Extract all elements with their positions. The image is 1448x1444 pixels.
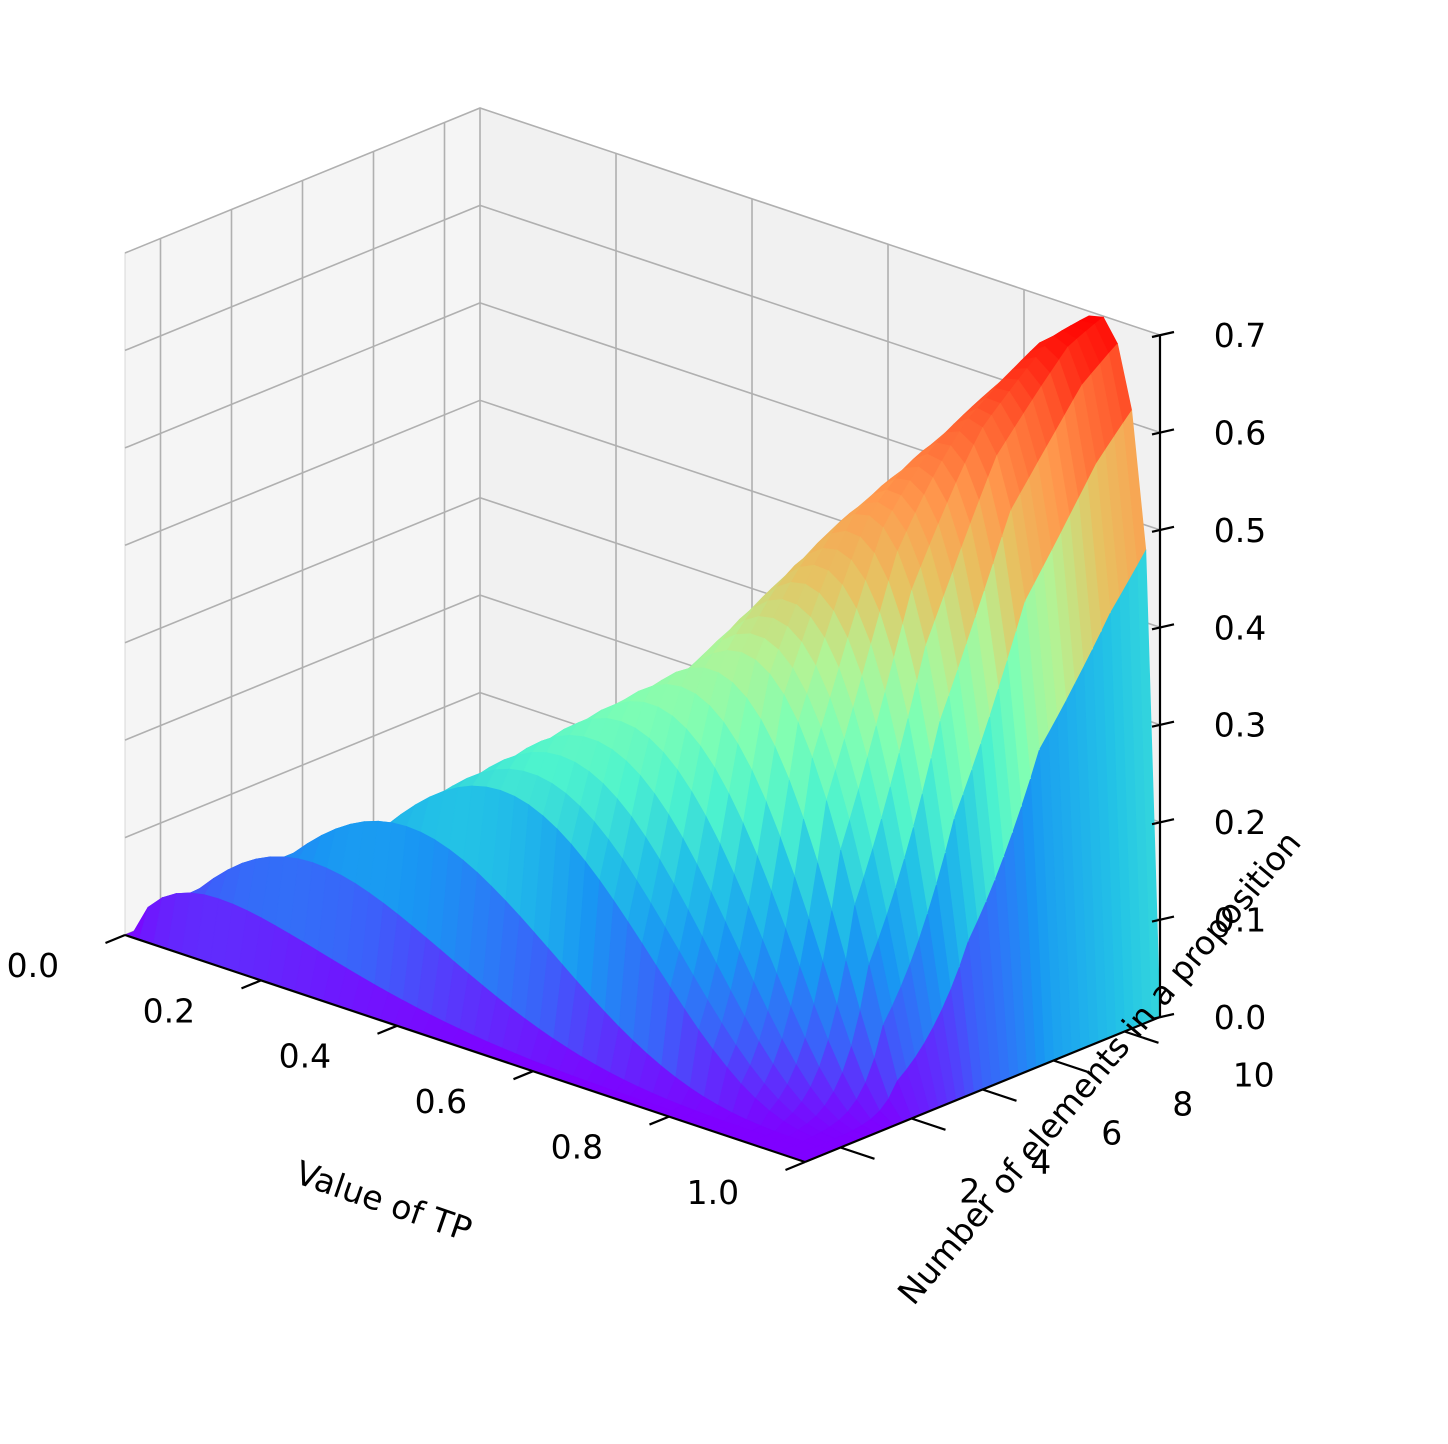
x-tick <box>513 1070 534 1081</box>
z-grid-line <box>124 204 1161 434</box>
tick-labels: 0.0 0.2 0.4 0.6 0.8 1.0 2 4 6 8 10 0.0 0.1 0.2 0.3 0.4 0… <box>7 316 1275 1212</box>
x-tick <box>241 979 262 990</box>
z-tick <box>1151 915 1175 923</box>
z-tick-label: 0.2 <box>1214 803 1266 842</box>
x-tick-label: 0.8 <box>551 1128 603 1167</box>
z-tick-label: 0.1 <box>1214 901 1266 940</box>
x-tick-label: 0.6 <box>415 1082 467 1121</box>
z-tick <box>1151 428 1175 436</box>
x-tick <box>649 1115 670 1126</box>
x-tick-label: 0.2 <box>143 991 195 1030</box>
z-tick <box>1151 525 1175 533</box>
z-tick <box>1151 330 1175 339</box>
y-tick-label: 2 <box>959 1172 980 1211</box>
x-tick-label: 1.0 <box>687 1173 739 1212</box>
x-tick <box>377 1024 398 1035</box>
y-tick-label: 4 <box>1030 1143 1051 1182</box>
x-axis-label: Value of TP <box>291 1153 477 1250</box>
x-tick <box>105 933 126 944</box>
y-tick-label: 6 <box>1101 1114 1122 1153</box>
z-tick <box>1151 818 1175 826</box>
y-tick <box>840 1146 875 1160</box>
z-tick-label: 0.0 <box>1214 998 1266 1037</box>
z-tick-label: 0.3 <box>1214 706 1266 745</box>
z-tick-label: 0.5 <box>1214 511 1266 550</box>
z-tick-label: 0.7 <box>1214 316 1266 355</box>
z-tick-label: 0.6 <box>1214 413 1266 452</box>
y-tick-label: 8 <box>1172 1085 1193 1124</box>
y-tick <box>1124 1030 1159 1044</box>
axis-lines <box>105 330 1175 1171</box>
z-grid-line <box>124 107 1161 336</box>
z-tick <box>1151 623 1175 631</box>
surface <box>123 315 1161 1163</box>
x-axis-line <box>124 933 806 1164</box>
y-tick <box>982 1088 1017 1102</box>
y-tick <box>1053 1059 1088 1073</box>
y-tick <box>911 1117 946 1131</box>
z-tick-label: 0.4 <box>1214 608 1266 647</box>
x-tick-label: 0.0 <box>7 946 59 985</box>
y-tick-label: 10 <box>1233 1056 1275 1095</box>
x-tick-label: 0.4 <box>279 1037 331 1076</box>
z-tick <box>1151 1012 1175 1021</box>
x-tick <box>785 1160 806 1171</box>
z-tick <box>1151 720 1175 728</box>
